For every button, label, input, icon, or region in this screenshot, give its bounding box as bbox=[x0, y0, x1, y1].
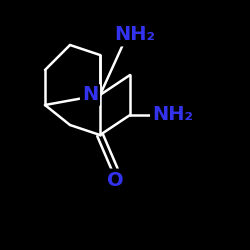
Text: N: N bbox=[82, 86, 98, 104]
Text: NH₂: NH₂ bbox=[114, 26, 156, 44]
Text: O: O bbox=[107, 170, 123, 190]
Text: NH₂: NH₂ bbox=[152, 106, 193, 124]
